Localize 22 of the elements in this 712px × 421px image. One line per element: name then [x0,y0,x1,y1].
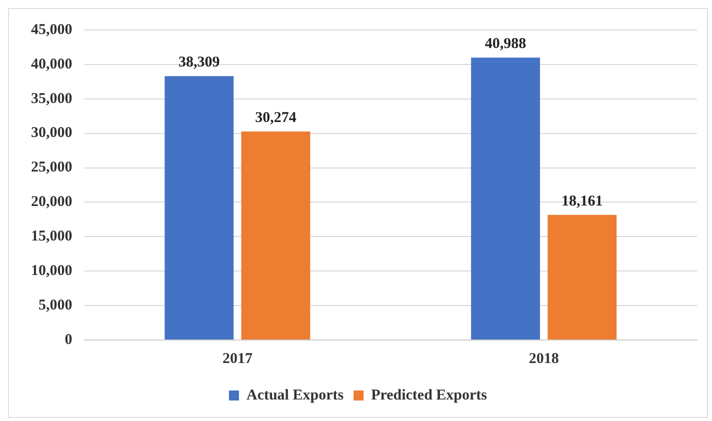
y-tick-label: 5,000 [38,297,72,314]
x-tick-label: 2017 [222,350,253,367]
legend-label: Predicted Exports [371,387,488,404]
y-tick-label: 10,000 [31,262,72,279]
text: 18,161 [561,193,603,210]
bar [241,131,310,340]
y-tick-label: 25,000 [31,160,72,176]
text: 40,988 [484,36,526,52]
y-tick-label: 45,000 [31,22,72,38]
x-tick-label: 2018 [528,350,559,367]
bar [471,58,540,340]
y-tick-label: 35,000 [31,90,72,107]
y-tick-label: 0 [64,332,72,348]
text: 30,274 [255,110,296,126]
bar [164,76,234,340]
legend-label: Actual Exports [246,387,344,404]
bar [548,214,617,340]
y-tick-label: 30,000 [31,125,72,142]
y-tick-label: 15,000 [31,228,72,245]
y-tick-label: 20,000 [31,194,72,210]
y-tick-label: 40,000 [31,56,72,72]
text: 38,309 [178,54,220,70]
